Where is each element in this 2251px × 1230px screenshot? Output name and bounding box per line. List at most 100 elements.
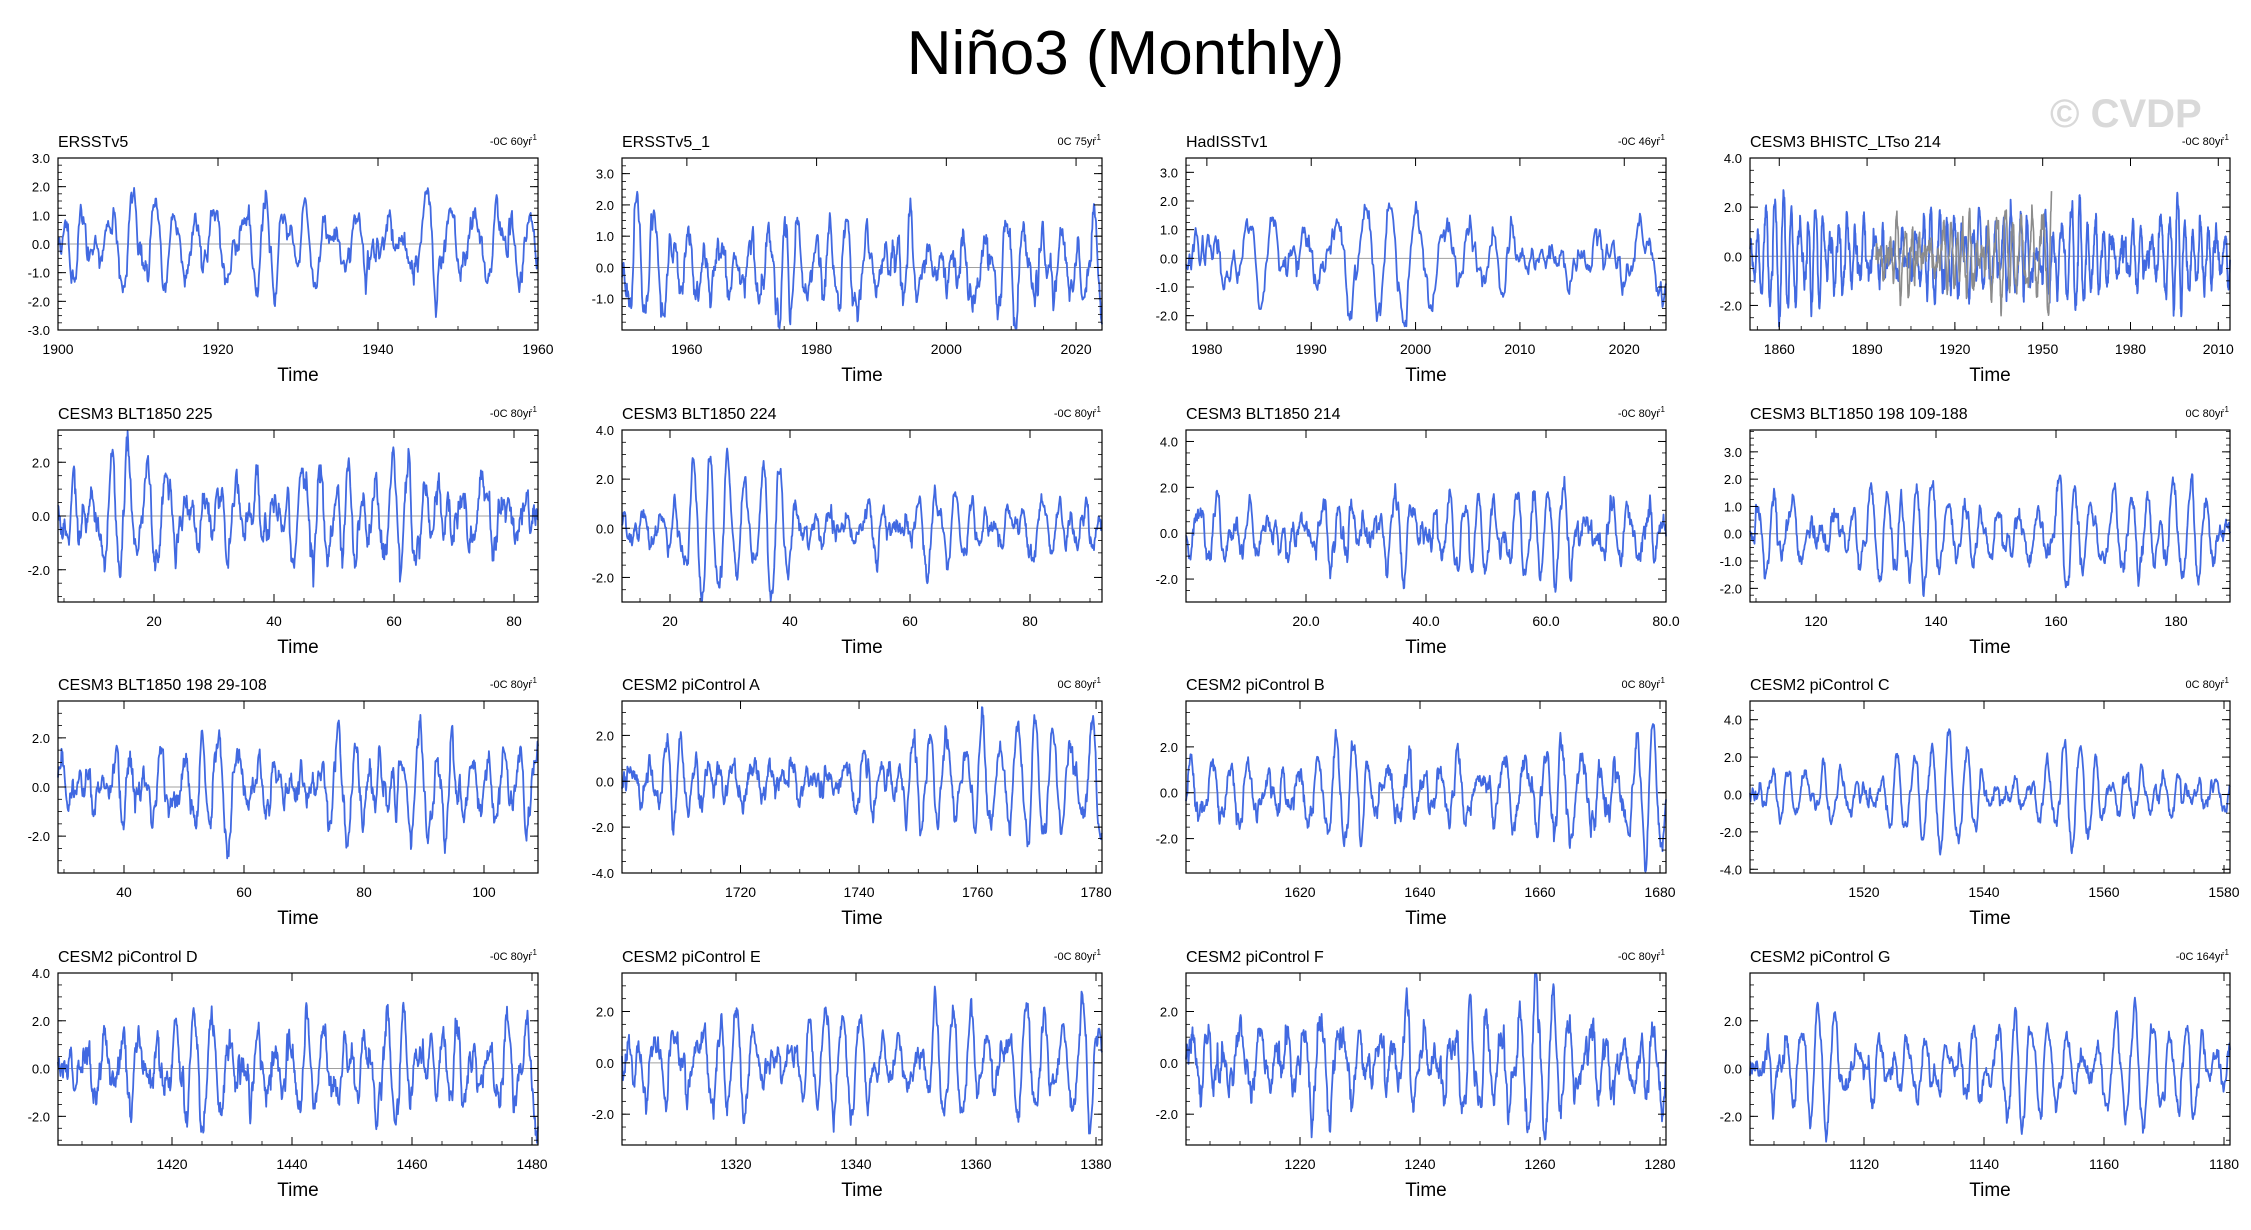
y-tick-label: 2.0	[32, 731, 50, 746]
panel-title: CESM3 BHISTC_LTso 214	[1750, 134, 1941, 151]
y-tick-label: 0.0	[1724, 527, 1742, 542]
trend-superscript: -1	[530, 948, 538, 957]
trend-label: 0C 75yr	[1057, 136, 1096, 148]
x-tick-label: 1660	[1524, 884, 1555, 900]
panel-12: CESM2 piControl C 0C 80yr-1 1520 1540 1560 15…	[1720, 676, 2240, 929]
series-line-1	[57, 1001, 539, 1144]
trend-label: 0C 80yr	[2185, 679, 2224, 691]
trend-superscript: -1	[2222, 948, 2230, 957]
y-tick-label: 0.0	[1160, 786, 1178, 801]
y-tick-label: 4.0	[1160, 434, 1178, 449]
x-tick-label: 1340	[840, 1156, 871, 1172]
x-tick-label: 1940	[362, 341, 393, 357]
y-tick-label: 2.0	[1724, 472, 1742, 487]
x-axis-label: Time	[1405, 365, 1447, 386]
panel-2: ERSSTv5_1 0C 75yr-1 1960 1980 2000 2020 -1.0 0.…	[592, 133, 1103, 386]
y-tick-label: -2.0	[1720, 1109, 1742, 1124]
x-tick-label: 1620	[1284, 884, 1315, 900]
x-axis-label: Time	[1969, 908, 2011, 929]
page-title: Niño3 (Monthly)	[906, 19, 1345, 88]
plot-frame	[1185, 429, 1667, 603]
x-tick-label: 1160	[2089, 1156, 2119, 1172]
x-tick-label: 80	[356, 884, 372, 900]
y-tick-label: 2.0	[32, 1014, 50, 1029]
plot-frame	[621, 972, 1103, 1146]
panel-11: CESM2 piControl B 0C 80yr-1 1620 1640 1660 16…	[1156, 676, 1676, 929]
x-tick-label: 1980	[801, 341, 832, 357]
x-tick-label: 1920	[202, 341, 233, 357]
trend-label: 0C 80yr	[1057, 679, 1096, 691]
y-tick-label: -2.0	[1156, 1107, 1178, 1122]
y-tick-label: 2.0	[596, 1005, 614, 1020]
x-tick-label: 1960	[671, 341, 702, 357]
x-tick-label: 1950	[2027, 341, 2058, 357]
trend-label: -0C 80yr	[490, 951, 533, 963]
x-tick-label: 1580	[2208, 884, 2239, 900]
x-axis-label: Time	[277, 365, 319, 386]
trend-superscript: -1	[1658, 405, 1666, 414]
x-tick-label: 140	[1924, 613, 1948, 629]
y-tick-label: -2.0	[28, 294, 50, 309]
panel-14: CESM2 piControl E -0C 80yr-1 1320 1340 1360 1…	[592, 948, 1112, 1201]
panel-9: CESM3 BLT1850 198 29-108 -0C 80yr-1 40 60 80…	[28, 676, 539, 929]
panel-15: CESM2 piControl F -0C 80yr-1 1220 1240 1260 1…	[1156, 948, 1676, 1201]
y-tick-label: 0.0	[596, 521, 614, 536]
y-tick-label: 2.0	[1724, 1014, 1742, 1029]
panel-6: CESM3 BLT1850 224 -0C 80yr-1 20 40 60 80 -2.0 0…	[592, 405, 1103, 658]
x-tick-label: 100	[472, 884, 496, 900]
y-tick-label: 2.0	[32, 180, 50, 195]
x-tick-label: 1720	[725, 884, 756, 900]
plot-frame	[1749, 972, 2231, 1146]
trend-label: -0C 80yr	[1054, 408, 1097, 420]
panel-title: CESM2 piControl G	[1750, 949, 1891, 966]
trend-superscript: -1	[1658, 133, 1666, 142]
x-tick-label: 1890	[1851, 341, 1882, 357]
y-tick-label: -1.0	[592, 292, 614, 307]
series-line-1	[621, 706, 1103, 848]
y-tick-label: 0.0	[1724, 249, 1742, 264]
y-tick-label: -2.0	[592, 820, 614, 835]
x-tick-label: 2000	[931, 341, 962, 357]
x-tick-label: 1460	[396, 1156, 427, 1172]
trend-superscript: -1	[1658, 948, 1666, 957]
y-tick-label: 3.0	[596, 167, 614, 182]
x-tick-label: 2020	[1060, 341, 1091, 357]
y-tick-label: 0.0	[32, 509, 50, 524]
x-tick-label: 1760	[962, 884, 993, 900]
x-tick-label: 2010	[2203, 341, 2234, 357]
x-axis-label: Time	[1969, 637, 2011, 658]
trend-superscript: -1	[1658, 676, 1666, 685]
x-tick-label: 160	[2044, 613, 2068, 629]
y-tick-label: 4.0	[1724, 151, 1742, 166]
panel-title: CESM2 piControl A	[622, 677, 760, 694]
y-tick-label: 2.0	[1724, 200, 1742, 215]
plot-frame	[1749, 700, 2231, 874]
x-tick-label: 80	[1022, 613, 1038, 629]
x-tick-label: 40	[116, 884, 132, 900]
y-tick-label: 0.0	[596, 774, 614, 789]
series-line-1	[57, 714, 539, 860]
y-tick-label: 4.0	[1724, 713, 1742, 728]
series-line-2	[1875, 191, 2053, 317]
panel-title: HadISSTv1	[1186, 134, 1268, 151]
trend-superscript: -1	[530, 133, 538, 142]
x-tick-label: 1480	[516, 1156, 547, 1172]
series-line-1	[621, 190, 1103, 330]
watermark-text: © CVDP	[2050, 92, 2202, 136]
x-tick-label: 1990	[1296, 341, 1327, 357]
x-tick-label: 1900	[42, 341, 73, 357]
panel-title: ERSSTv5	[58, 134, 128, 151]
x-axis-label: Time	[1405, 908, 1447, 929]
x-axis-label: Time	[841, 637, 883, 658]
panel-title: CESM2 piControl B	[1186, 677, 1325, 694]
x-tick-label: 80	[506, 613, 522, 629]
trend-label: -0C 80yr	[2182, 136, 2225, 148]
series-line-1	[1185, 723, 1667, 873]
panel-title: CESM3 BLT1850 225	[58, 406, 213, 423]
panel-16: CESM2 piControl G -0C 164yr-1 1120 1140 1160…	[1720, 948, 2240, 1201]
trend-label: -0C 80yr	[490, 679, 533, 691]
panel-title: CESM2 piControl E	[622, 949, 761, 966]
x-tick-label: 1560	[2088, 884, 2119, 900]
y-tick-label: 2.0	[596, 728, 614, 743]
